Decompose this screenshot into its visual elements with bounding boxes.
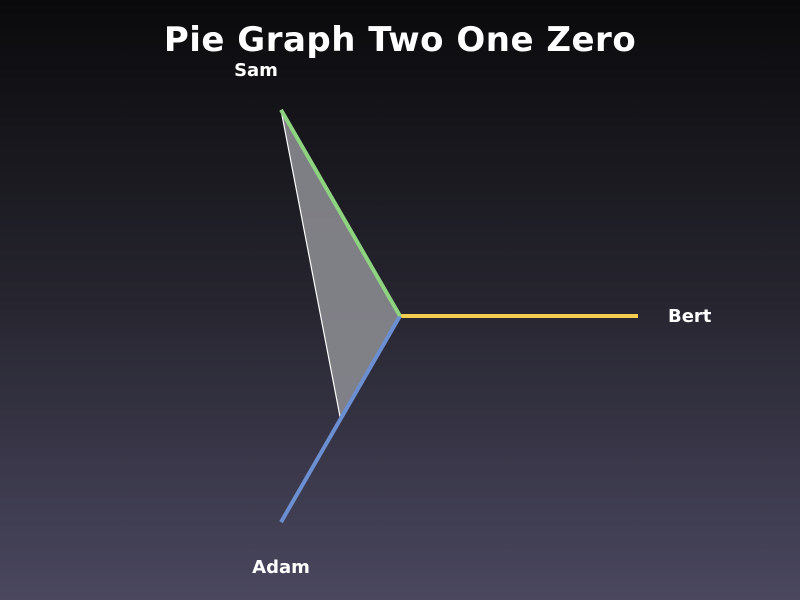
axis-label-bert: Bert (668, 306, 712, 327)
axis-sam (279, 108, 402, 318)
axis-adam (279, 315, 402, 524)
axis-label-sam: Sam (234, 60, 278, 81)
axis-label-adam: Adam (252, 557, 310, 578)
chart-title: Pie Graph Two One Zero (163, 20, 637, 60)
data-area (280, 109, 401, 421)
